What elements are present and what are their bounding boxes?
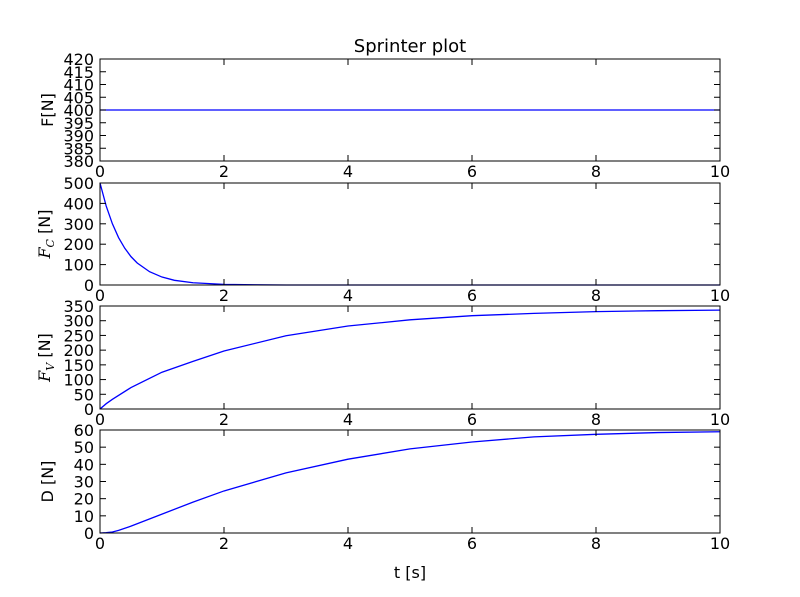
y-tick-label: 0	[84, 276, 94, 295]
y-tick-label: 380	[63, 152, 94, 171]
y-tick-label: 400	[63, 194, 94, 213]
y-tick-label: 200	[63, 235, 94, 254]
series-line-2-1	[99, 182, 720, 286]
x-tick-label: 0	[95, 410, 105, 429]
x-tick-label: 10	[710, 410, 730, 429]
y-tick-label: 405	[63, 88, 94, 107]
x-tick-label: 0	[95, 534, 105, 553]
x-tick-label: 0	[95, 286, 105, 305]
x-tick-label: 6	[467, 410, 477, 429]
axes-frame-2	[99, 182, 721, 286]
y-tick-label: 20	[74, 490, 94, 509]
y-tick-label: 300	[63, 312, 94, 331]
y-axis-label-3: FV [N]	[35, 333, 57, 383]
y-tick-label: 150	[63, 356, 94, 375]
y-tick-label: 100	[63, 256, 94, 275]
y-tick-label: 420	[63, 50, 94, 69]
figure-title: Sprinter plot	[354, 36, 466, 57]
y-tick-label: 0	[84, 524, 94, 543]
x-tick-label: 10	[710, 534, 730, 553]
y-tick-label: 40	[74, 455, 94, 474]
y-tick-label: 385	[63, 139, 94, 158]
y-tick-label: 200	[63, 341, 94, 360]
x-tick-label: 4	[343, 534, 353, 553]
x-tick-label: 6	[467, 534, 477, 553]
y-tick-label: 50	[74, 385, 94, 404]
y-tick-label: 250	[63, 326, 94, 345]
axes-frame-4	[99, 429, 721, 534]
y-tick-label: 10	[74, 507, 94, 526]
y-tick-label: 390	[63, 127, 94, 146]
y-tick-label: 300	[63, 215, 94, 234]
y-axis-label-1: F[N]	[38, 93, 57, 127]
x-tick-label: 0	[95, 162, 105, 181]
x-tick-label: 10	[710, 162, 730, 181]
x-tick-label: 8	[591, 162, 601, 181]
x-tick-label: 4	[343, 286, 353, 305]
y-tick-label: 50	[74, 438, 94, 457]
x-tick-label: 8	[591, 410, 601, 429]
x-axis-label: t [s]	[394, 563, 426, 582]
x-tick-label: 2	[219, 286, 229, 305]
y-tick-label: 500	[63, 174, 94, 193]
y-tick-label: 60	[74, 421, 94, 440]
y-axis-label-2: FC [N]	[35, 209, 57, 259]
x-tick-label: 6	[467, 162, 477, 181]
y-axis-label-4: D [N]	[38, 461, 57, 503]
series-line-4-1	[99, 431, 721, 534]
x-tick-label: 4	[343, 410, 353, 429]
y-tick-label: 100	[63, 371, 94, 390]
x-tick-label: 8	[591, 534, 601, 553]
series-line-3-1	[99, 309, 721, 410]
axes-frame-3	[99, 305, 721, 410]
y-tick-label: 410	[63, 76, 94, 95]
y-tick-label: 415	[63, 63, 94, 82]
x-tick-label: 6	[467, 286, 477, 305]
x-tick-label: 2	[219, 534, 229, 553]
y-tick-label: 395	[63, 114, 94, 133]
x-tick-label: 2	[219, 410, 229, 429]
x-tick-label: 10	[710, 286, 730, 305]
y-tick-label: 30	[74, 473, 94, 492]
x-tick-label: 8	[591, 286, 601, 305]
x-tick-label: 2	[219, 162, 229, 181]
y-tick-label: 400	[63, 101, 94, 120]
y-tick-label: 350	[63, 297, 94, 316]
y-tick-label: 0	[84, 400, 94, 419]
x-tick-label: 4	[343, 162, 353, 181]
